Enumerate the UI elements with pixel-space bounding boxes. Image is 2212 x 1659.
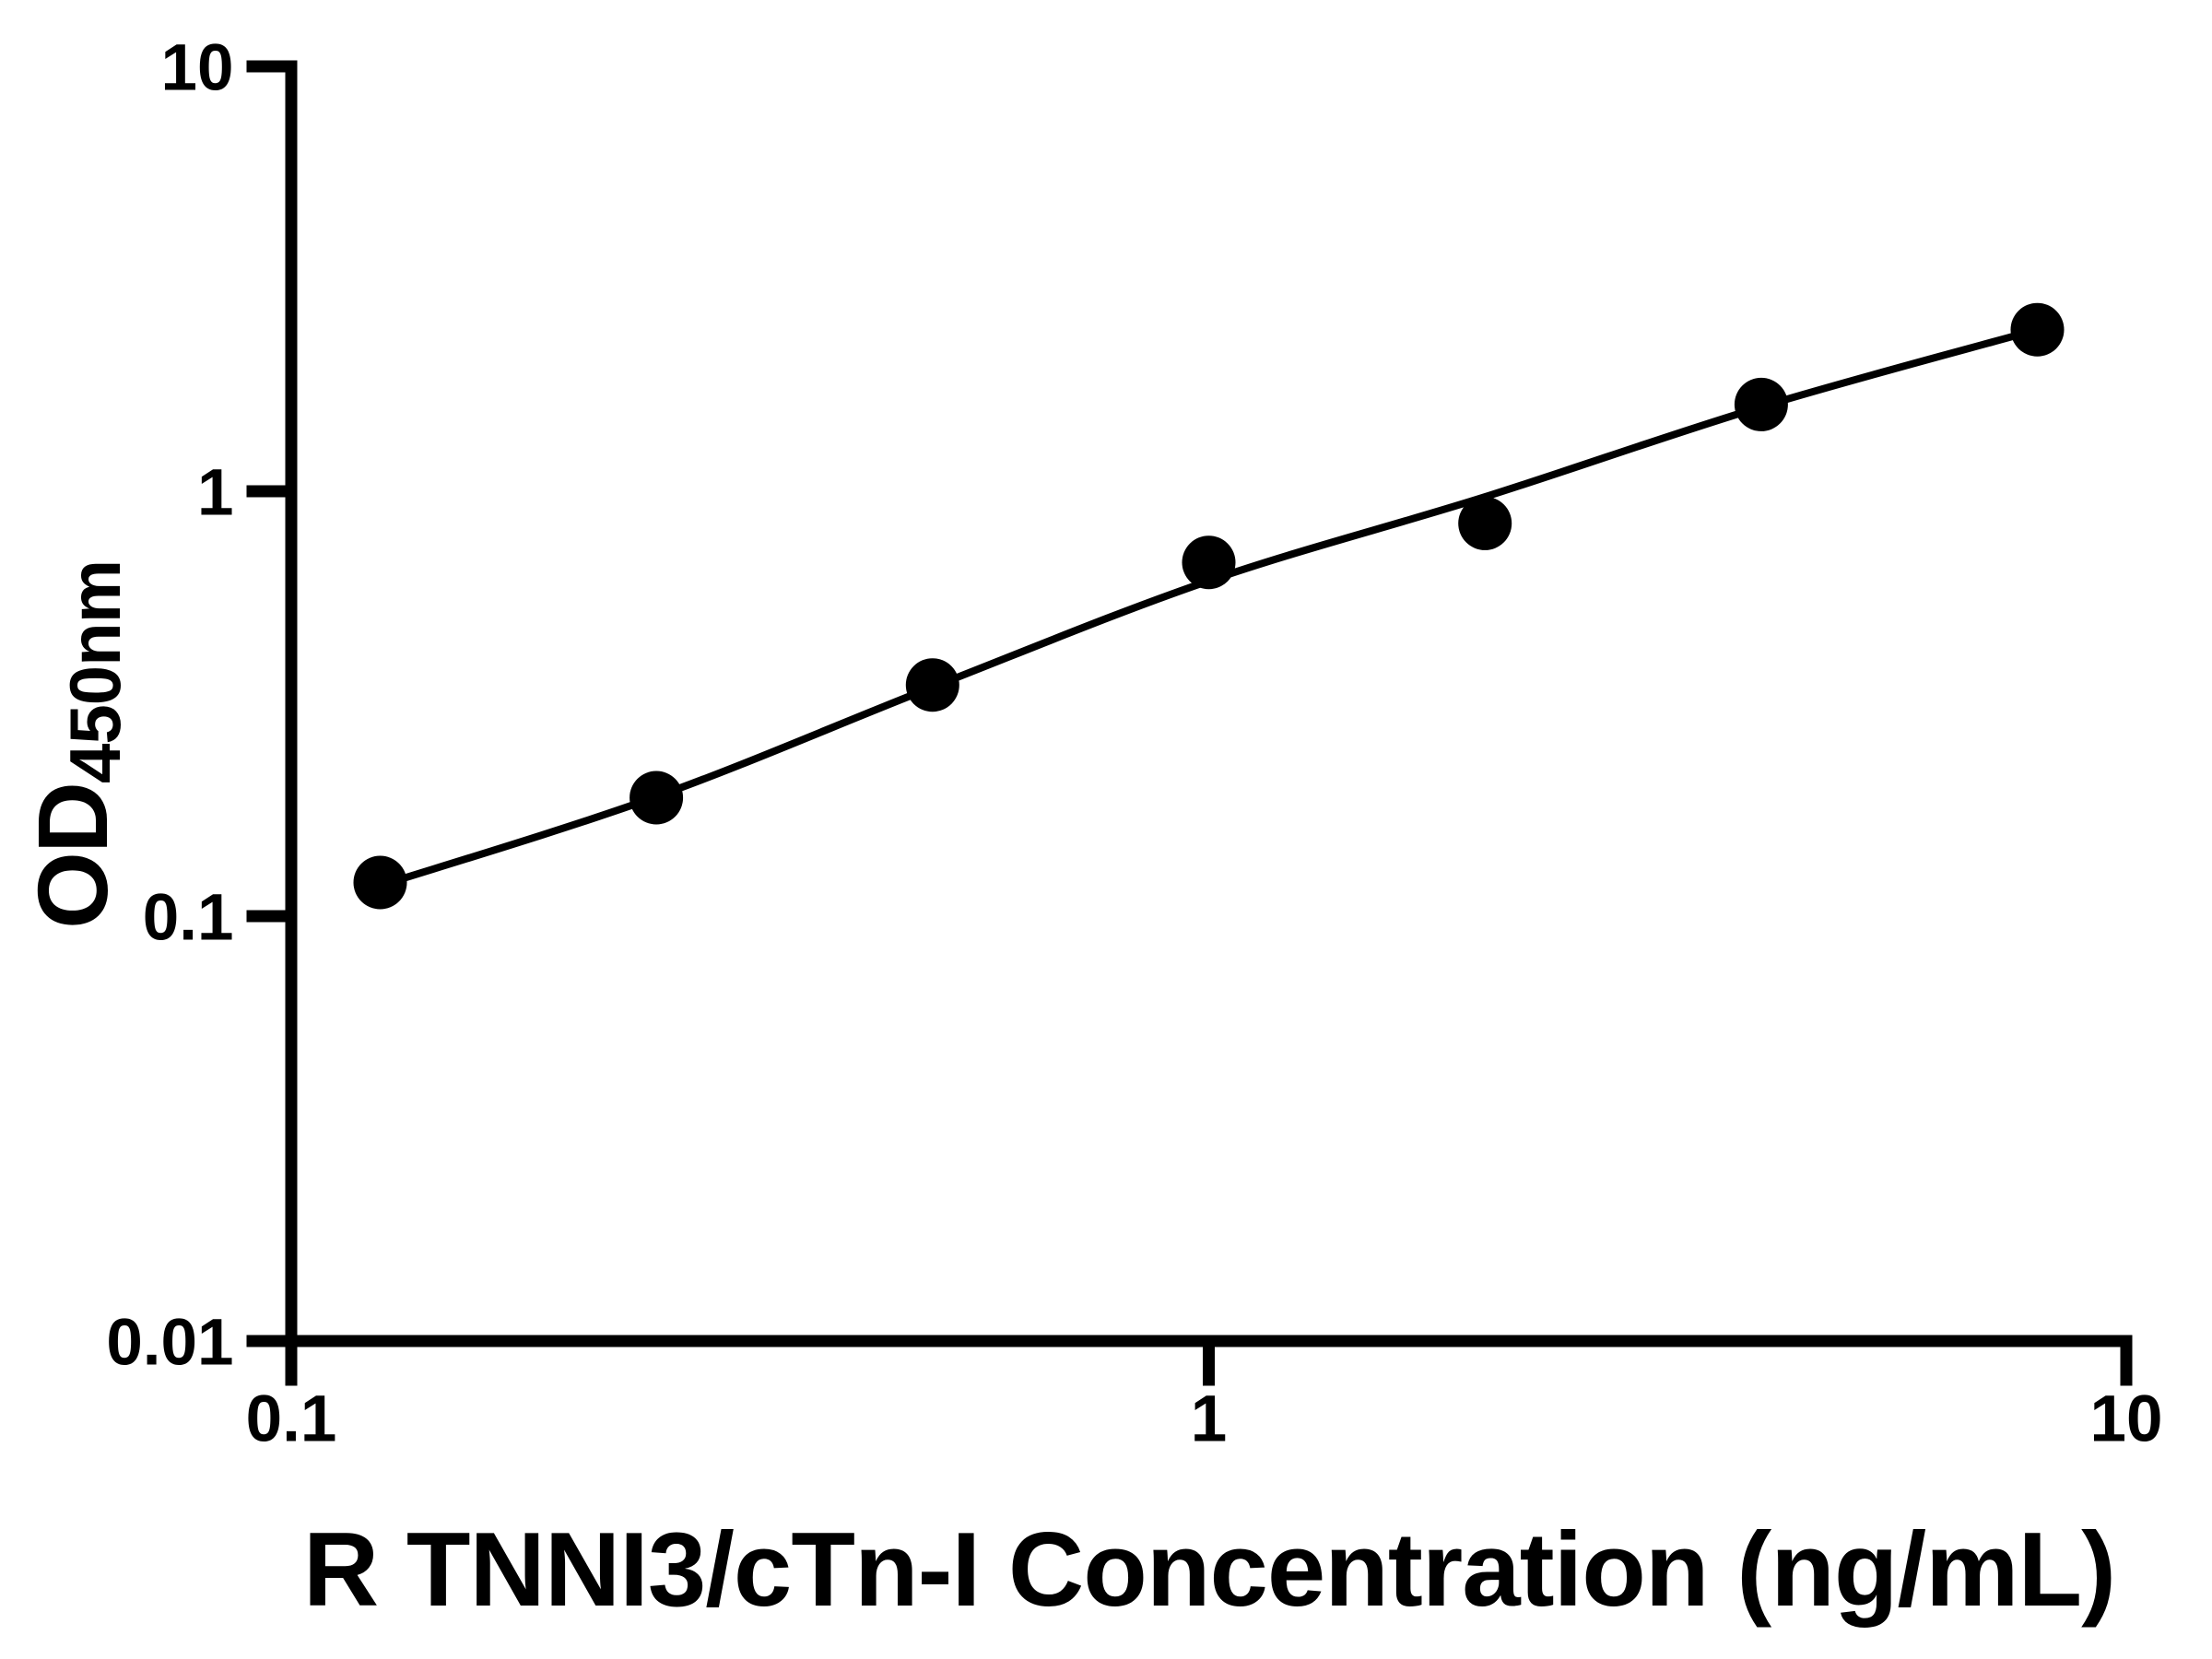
data-point bbox=[1182, 535, 1236, 590]
y-tick-label: 0.01 bbox=[106, 1307, 233, 1380]
y-axis-title-main: OD bbox=[17, 783, 128, 929]
y-tick-label: 0.1 bbox=[143, 882, 234, 955]
x-tick-label: 10 bbox=[2090, 1383, 2163, 1456]
y-tick-label: 10 bbox=[161, 32, 234, 105]
data-point bbox=[1458, 496, 1512, 550]
data-point bbox=[629, 771, 684, 825]
y-axis-title: OD450nm bbox=[17, 560, 135, 929]
data-points bbox=[353, 302, 2065, 910]
fitted-curve bbox=[379, 325, 2039, 889]
y-tick-label: 1 bbox=[197, 457, 234, 530]
x-axis-title: R TNNI3/cTn-I Concentration (ng/mL) bbox=[303, 1512, 2115, 1629]
data-point bbox=[353, 855, 407, 910]
data-point bbox=[2010, 302, 2065, 357]
x-tick-label: 1 bbox=[1191, 1383, 1228, 1456]
x-tick-label: 0.1 bbox=[246, 1383, 337, 1456]
fit-curve-path bbox=[379, 325, 2039, 889]
y-axis-title-sub: 450nm bbox=[54, 560, 135, 783]
axis-ticks bbox=[246, 60, 2133, 1386]
data-point bbox=[905, 658, 959, 712]
axes bbox=[285, 60, 2133, 1347]
data-point bbox=[1734, 377, 1788, 431]
